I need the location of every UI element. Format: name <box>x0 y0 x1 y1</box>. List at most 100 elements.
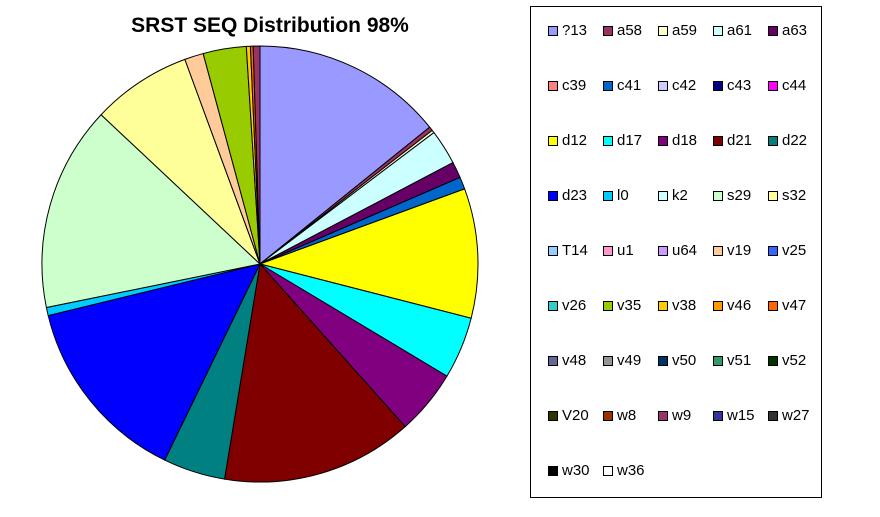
legend-swatch <box>603 81 613 91</box>
legend-item: d12 <box>548 132 603 187</box>
legend-label: v35 <box>617 297 642 314</box>
legend-item: v48 <box>548 352 603 407</box>
legend-label: k2 <box>672 187 688 204</box>
legend-item: w15 <box>713 407 768 462</box>
legend-label: v26 <box>562 297 587 314</box>
legend-label: a58 <box>617 22 643 39</box>
legend-swatch <box>713 81 723 91</box>
legend-item: c39 <box>548 77 603 132</box>
legend-swatch <box>548 466 558 476</box>
legend-swatch <box>768 246 778 256</box>
legend-swatch <box>713 26 723 36</box>
legend-item: c44 <box>768 77 823 132</box>
legend-swatch <box>548 246 558 256</box>
legend-swatch <box>603 356 613 366</box>
legend-label: V20 <box>562 407 589 424</box>
legend-item: a59 <box>658 22 713 77</box>
legend-item: w8 <box>603 407 658 462</box>
legend-item: c43 <box>713 77 768 132</box>
legend-item: d21 <box>713 132 768 187</box>
legend-label: s29 <box>727 187 752 204</box>
legend-swatch <box>548 136 558 146</box>
legend-swatch <box>603 191 613 201</box>
legend-item: a63 <box>768 22 823 77</box>
legend-item: v26 <box>548 297 603 352</box>
legend-label: w15 <box>727 407 755 424</box>
legend-label: v19 <box>727 242 752 259</box>
legend-item: T14 <box>548 242 603 297</box>
legend-swatch <box>548 191 558 201</box>
legend-label: v38 <box>672 297 697 314</box>
legend-item: a58 <box>603 22 658 77</box>
legend-label: u1 <box>617 242 634 259</box>
legend-swatch <box>768 81 778 91</box>
legend: ?13 a58 a59 a61 a63 c39 c41 c42 c43 c44 d12 d17 d18 d… <box>530 6 822 498</box>
legend-label: v50 <box>672 352 697 369</box>
legend-swatch <box>768 301 778 311</box>
legend-swatch <box>548 26 558 36</box>
legend-item: d17 <box>603 132 658 187</box>
legend-label: a63 <box>782 22 808 39</box>
legend-label: a61 <box>727 22 753 39</box>
legend-label: d21 <box>727 132 753 149</box>
pie-slice-d12 <box>258 188 479 319</box>
legend-item: v25 <box>768 242 823 297</box>
legend-item: u64 <box>658 242 713 297</box>
legend-item: a61 <box>713 22 768 77</box>
pie-slice-d21 <box>223 262 406 483</box>
legend-grid: ?13 a58 a59 a61 a63 c39 c41 c42 c43 c44 d12 d17 d18 d… <box>548 22 823 517</box>
legend-item: d22 <box>768 132 823 187</box>
legend-item: w30 <box>548 462 603 517</box>
legend-label: v25 <box>782 242 807 259</box>
legend-swatch <box>713 136 723 146</box>
legend-swatch <box>548 81 558 91</box>
legend-label: c42 <box>672 77 697 94</box>
legend-label: d17 <box>617 132 643 149</box>
legend-item: v51 <box>713 352 768 407</box>
legend-item: s29 <box>713 187 768 242</box>
pie-slice-s32 <box>100 58 261 265</box>
legend-label: ?13 <box>562 22 588 39</box>
pie-slice-d23 <box>47 263 261 461</box>
legend-swatch <box>658 356 668 366</box>
legend-label: a59 <box>672 22 698 39</box>
legend-label: v46 <box>727 297 752 314</box>
legend-label: v47 <box>782 297 807 314</box>
legend-item: v52 <box>768 352 823 407</box>
legend-label: l0 <box>617 187 629 204</box>
legend-label: u64 <box>672 242 698 259</box>
legend-swatch <box>603 26 613 36</box>
legend-swatch <box>603 466 613 476</box>
legend-item: v50 <box>658 352 713 407</box>
legend-label: w36 <box>617 462 645 479</box>
legend-swatch <box>658 26 668 36</box>
legend-swatch <box>713 246 723 256</box>
legend-swatch <box>713 356 723 366</box>
legend-swatch <box>658 411 668 421</box>
legend-swatch <box>548 301 558 311</box>
legend-label: v48 <box>562 352 587 369</box>
legend-item: s32 <box>768 187 823 242</box>
legend-item: V20 <box>548 407 603 462</box>
legend-item: v38 <box>658 297 713 352</box>
pie-slice-?13 <box>259 45 431 266</box>
legend-item: u1 <box>603 242 658 297</box>
legend-item: w36 <box>603 462 658 517</box>
legend-swatch <box>713 301 723 311</box>
legend-item: w9 <box>658 407 713 462</box>
legend-label: d23 <box>562 187 588 204</box>
pie-slice-w9 <box>252 45 261 265</box>
legend-label: w27 <box>782 407 810 424</box>
legend-item: c42 <box>658 77 713 132</box>
legend-swatch <box>713 191 723 201</box>
legend-swatch <box>658 81 668 91</box>
legend-swatch <box>603 411 613 421</box>
pie-chart <box>41 45 479 483</box>
legend-label: c39 <box>562 77 587 94</box>
legend-label: w8 <box>617 407 637 424</box>
legend-label: w9 <box>672 407 692 424</box>
legend-swatch <box>548 411 558 421</box>
legend-item: v46 <box>713 297 768 352</box>
legend-swatch <box>603 136 613 146</box>
legend-item: d23 <box>548 187 603 242</box>
